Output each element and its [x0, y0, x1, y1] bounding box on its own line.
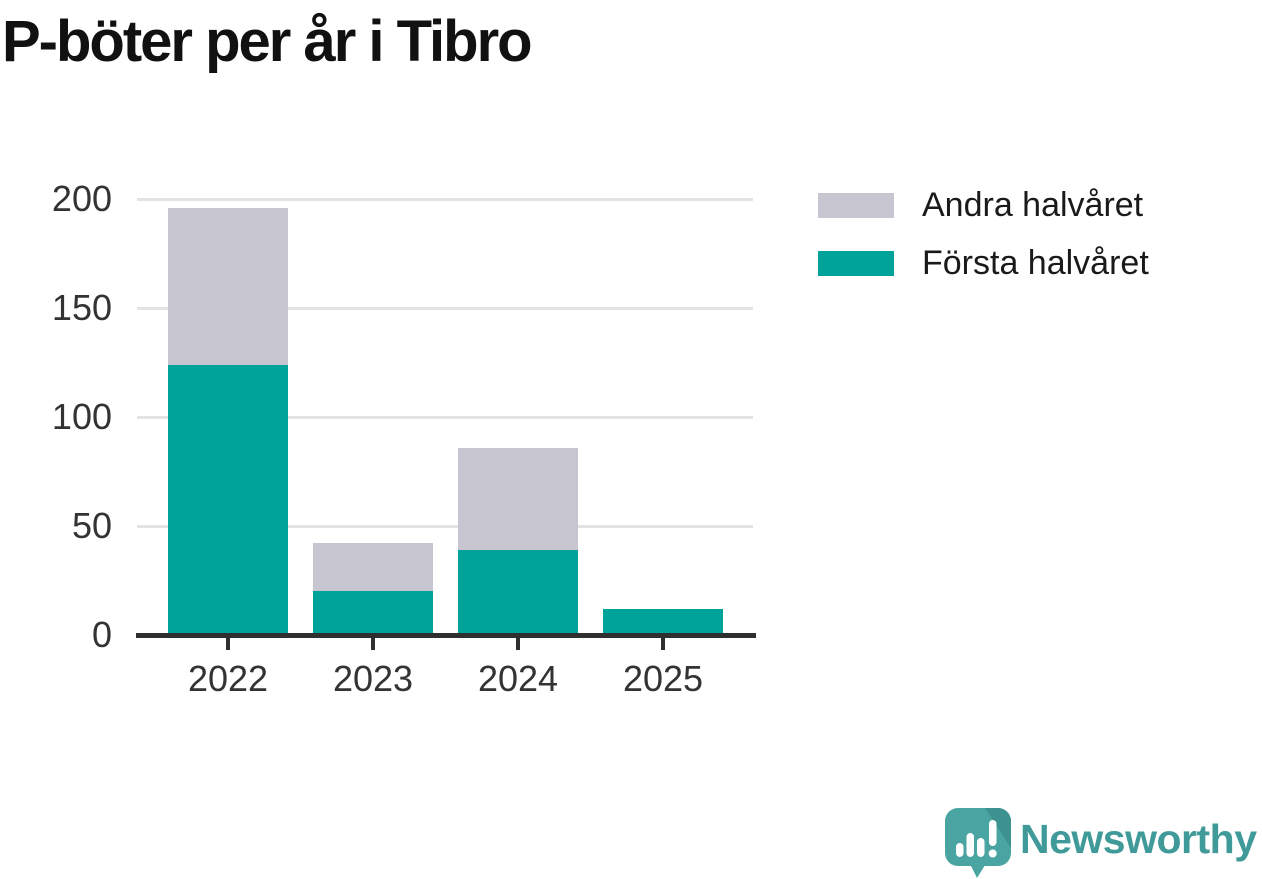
gridline [137, 524, 753, 528]
newsworthy-logo-icon [945, 808, 1011, 878]
x-tick-label: 2023 [332, 658, 414, 699]
y-tick-label: 0 [91, 614, 112, 655]
legend-swatch-andra [818, 192, 894, 218]
x-tick-mark [371, 637, 375, 650]
legend-swatch-forsta [818, 250, 894, 276]
legend-label-andra: Andra halvåret [922, 186, 1144, 224]
legend-item-forsta-halvaret: Första halvåret [818, 246, 1149, 280]
x-tick-label: 2022 [187, 658, 269, 699]
bar-segment-första-halvåret-2023 [313, 591, 433, 635]
legend: Andra halvåret Första halvåret [818, 188, 1149, 304]
y-tick-label: 50 [71, 505, 112, 546]
gridline [137, 415, 753, 419]
x-tick-label: 2025 [622, 658, 704, 699]
gridline [137, 197, 753, 201]
bar-segment-första-halvåret-2025 [603, 608, 723, 635]
brand-wordmark: Newsworthy [1020, 816, 1257, 862]
x-tick-mark [661, 637, 665, 650]
chart-title: P-böter per år i Tibro [2, 9, 533, 74]
x-axis-line [136, 633, 756, 638]
bar-segment-andra-halvåret-2024 [458, 447, 578, 550]
x-tick-label: 2024 [477, 658, 559, 699]
bar-segment-andra-halvåret-2022 [168, 207, 288, 365]
x-tick-mark [516, 637, 520, 650]
gridline [137, 306, 753, 310]
bar-segment-första-halvåret-2022 [168, 364, 288, 635]
bar-segment-andra-halvåret-2023 [313, 543, 433, 592]
x-tick-mark [226, 637, 230, 650]
y-tick-label: 200 [51, 178, 112, 219]
y-tick-label: 100 [51, 396, 112, 437]
legend-item-andra-halvaret: Andra halvåret [818, 188, 1149, 222]
y-tick-label: 150 [51, 287, 112, 328]
newsworthy-brand: Newsworthy [945, 808, 1257, 878]
legend-label-forsta: Första halvåret [922, 244, 1149, 282]
bar-segment-första-halvåret-2024 [458, 549, 578, 635]
